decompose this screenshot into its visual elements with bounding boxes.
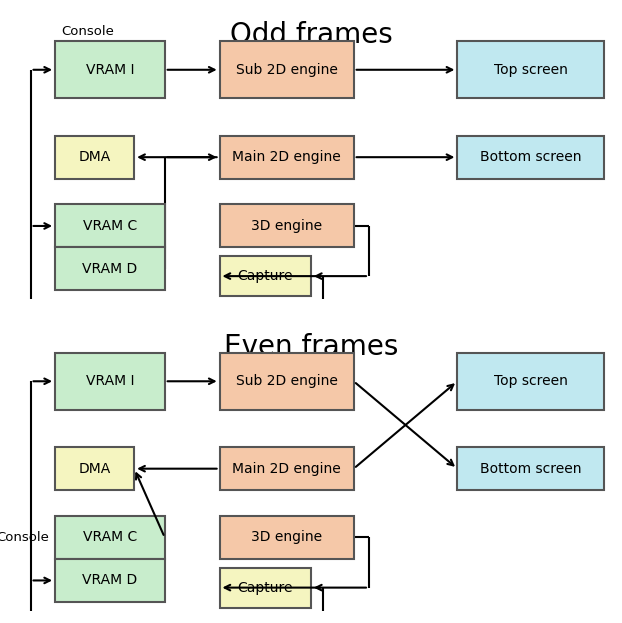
Text: Console: Console [0,531,49,544]
Text: Main 2D engine: Main 2D engine [232,462,341,476]
Bar [457,353,603,410]
Bar [220,568,311,607]
Text: DMA: DMA [78,150,111,164]
Text: VRAM I: VRAM I [86,63,134,77]
Bar [55,247,165,290]
Bar [220,256,311,296]
Bar [55,136,134,179]
Text: VRAM C: VRAM C [83,530,137,545]
Text: VRAM I: VRAM I [86,374,134,388]
Bar [457,136,603,179]
Bar [55,559,165,602]
Text: Bottom screen: Bottom screen [480,462,581,476]
Bar [220,447,354,490]
Text: Console: Console [61,26,114,38]
Text: Even frames: Even frames [224,333,398,361]
Text: Capture: Capture [238,581,293,594]
Bar [55,204,165,247]
Text: Sub 2D engine: Sub 2D engine [236,63,338,77]
Bar [55,516,165,559]
Text: VRAM C: VRAM C [83,219,137,233]
Bar [220,204,354,247]
Bar [55,447,134,490]
Text: DMA: DMA [78,462,111,476]
Text: VRAM D: VRAM D [82,262,137,276]
Text: 3D engine: 3D engine [251,219,322,233]
Bar [55,353,165,410]
Bar [220,41,354,98]
Bar [457,447,603,490]
Text: Bottom screen: Bottom screen [480,150,581,164]
Text: VRAM D: VRAM D [82,573,137,587]
Bar [220,136,354,179]
Text: 3D engine: 3D engine [251,530,322,545]
Text: Capture: Capture [238,269,293,283]
Text: Top screen: Top screen [493,63,567,77]
Bar [55,41,165,98]
Text: Odd frames: Odd frames [230,21,392,49]
Text: Main 2D engine: Main 2D engine [232,150,341,164]
Bar [457,41,603,98]
Text: Sub 2D engine: Sub 2D engine [236,374,338,388]
Bar [220,353,354,410]
Text: Top screen: Top screen [493,374,567,388]
Bar [220,516,354,559]
